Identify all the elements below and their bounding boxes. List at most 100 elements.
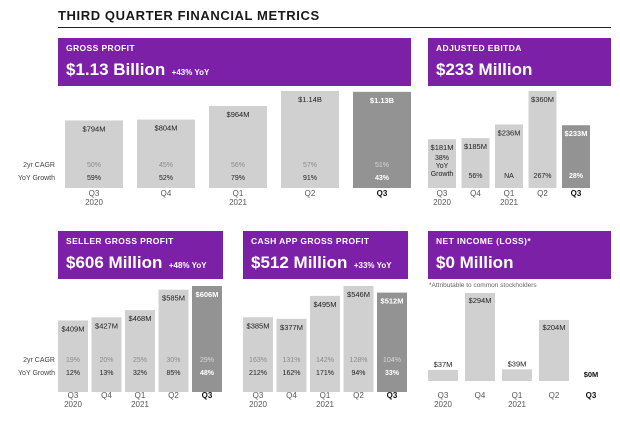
value-label-net_income-0: $37M [434,360,453,369]
cagr-gross_profit-2: 56% [231,162,245,169]
yoy-gross_profit-3: 91% [303,175,317,182]
cagr-seller_gross_profit-1: 20% [99,357,113,364]
row-label-cagr-gross_profit: 2yr CAGR [23,162,55,169]
net-income-label: NET INCOME (LOSS)* [436,236,532,246]
net-income-panel: NET INCOME (LOSS)* $0 Million *Attributa… [428,231,611,414]
bar-cash_app_gross_profit-4 [377,292,407,392]
gross-profit-header: GROSS PROFIT $1.13 Billion +43% YoY [58,38,411,86]
cash-app-gross-profit-header: CASH APP GROSS PROFIT $512 Million +33% … [243,231,408,279]
seller-gross-profit-value: $606 Million [66,253,163,272]
category-label-gross_profit-1: Q4 [161,189,172,198]
gross-profit-panel: GROSS PROFIT $1.13 Billion +43% YoY $794… [18,38,411,216]
bar-gross_profit-2 [209,105,267,188]
cagr-cash_app_gross_profit-3: 128% [350,357,368,364]
row-label-yoy-seller_gross_profit: YoY Growth [18,370,55,377]
category-year-adjusted_ebitda-2: 2021 [500,198,518,207]
page-title: THIRD QUARTER FINANCIAL METRICS [58,8,320,23]
category-label-adjusted_ebitda-0: Q3 [437,189,448,198]
bar-adjusted_ebitda-4 [562,125,590,188]
gross-profit-label: GROSS PROFIT [66,43,136,53]
category-label-cash_app_gross_profit-2: Q1 [320,391,331,400]
bar-adjusted_ebitda-2 [495,124,523,188]
category-year-seller_gross_profit-0: 2020 [64,400,82,409]
row-label-yoy-gross_profit: YoY Growth [18,175,55,182]
value-label-cash_app_gross_profit-3: $546M [347,290,370,299]
value-label-adjusted_ebitda-1: $185M [464,142,487,151]
category-label-seller_gross_profit-3: Q2 [168,391,179,400]
yoy-gross_profit-2: 79% [231,175,245,182]
value-label-adjusted_ebitda-2: $236M [498,128,521,137]
value-label-net_income-2: $39M [508,359,527,368]
yoy-seller_gross_profit-3: 85% [166,370,180,377]
yoy-adjusted_ebitda-3: 267% [534,173,552,180]
value-label-adjusted_ebitda-4: $233M [565,129,588,138]
bar-net_income-1 [465,293,495,381]
value-label-gross_profit-4: $1.13B [370,96,395,105]
cagr-cash_app_gross_profit-1: 131% [283,357,301,364]
cagr-seller_gross_profit-2: 25% [133,357,147,364]
category-label-adjusted_ebitda-4: Q3 [571,189,582,198]
cagr-gross_profit-1: 45% [159,162,173,169]
bar-adjusted_ebitda-0 [428,139,456,188]
cash-app-gross-profit-panel: CASH APP GROSS PROFIT $512 Million +33% … [243,231,408,414]
category-year-adjusted_ebitda-0: 2020 [433,198,451,207]
value-label-cash_app_gross_profit-0: $385M [247,321,270,330]
title-divider [58,27,611,28]
bar-seller_gross_profit-1 [91,317,122,392]
value-label-seller_gross_profit-3: $585M [162,294,185,303]
cagr-gross_profit-3: 57% [303,162,317,169]
gross-profit-yoy: +43% YoY [171,68,210,77]
category-label-net_income-1: Q4 [475,391,486,400]
bar-gross_profit-0 [65,120,123,188]
cash-app-gross-profit-value: $512 Million [251,253,348,272]
adjusted-ebitda-chart: $181M38%YoYGrowthQ32020$185M56%Q4$236MNA… [428,91,590,207]
category-year-seller_gross_profit-2: 2021 [131,400,149,409]
seller-gross-profit-label: SELLER GROSS PROFIT [66,236,174,246]
category-label-net_income-0: Q3 [438,391,449,400]
category-label-cash_app_gross_profit-4: Q3 [387,391,398,400]
cagr-gross_profit-0: 50% [87,162,101,169]
category-year-gross_profit-0: 2020 [85,198,103,207]
category-label-adjusted_ebitda-1: Q4 [470,189,481,198]
cagr-cash_app_gross_profit-2: 142% [316,357,334,364]
net-income-footnote: *Attributable to common stockholders [429,282,537,289]
gross-profit-chart: $794M50%59%Q32020$804M45%52%Q4$964M56%79… [18,91,411,207]
bar-seller_gross_profit-0 [58,320,88,392]
category-label-cash_app_gross_profit-0: Q3 [253,391,264,400]
bar-adjusted_ebitda-3 [528,91,557,188]
yoy-cash_app_gross_profit-4: 33% [385,370,400,377]
bar-gross_profit-4 [353,91,411,188]
yoy-adjusted_ebitda-4: 28% [569,173,584,180]
value-label-adjusted_ebitda-0: $181M [431,143,454,152]
category-year-cash_app_gross_profit-0: 2020 [249,400,267,409]
yoy-seller_gross_profit-2: 32% [133,370,147,377]
value-label-cash_app_gross_profit-2: $495M [314,300,337,309]
category-label-gross_profit-4: Q3 [377,189,388,198]
value-label-net_income-4: $0M [584,370,599,379]
category-label-gross_profit-0: Q3 [89,189,100,198]
bar-cash_app_gross_profit-3 [343,286,374,392]
value-label-net_income-1: $294M [469,296,492,305]
gross-profit-value: $1.13 Billion [66,60,166,79]
net-income-header: NET INCOME (LOSS)* $0 Million [428,231,611,279]
bar-net_income-2 [502,369,532,381]
cagr-cash_app_gross_profit-0: 163% [249,357,267,364]
value-label-gross_profit-3: $1.14B [298,95,322,104]
bar-gross_profit-1 [137,119,195,188]
category-label-cash_app_gross_profit-1: Q4 [286,391,297,400]
yoy-adjusted_ebitda-0-line-2: Growth [431,171,454,178]
cagr-gross_profit-4: 51% [375,162,389,169]
bar-net_income-0 [428,369,458,381]
category-label-seller_gross_profit-2: Q1 [135,391,146,400]
value-label-seller_gross_profit-0: $409M [62,324,85,333]
seller-gross-profit-panel: SELLER GROSS PROFIT $606 Million +48% Yo… [18,231,223,414]
yoy-adjusted_ebitda-0-line-0: 38% [435,155,449,162]
category-label-gross_profit-3: Q2 [305,189,316,198]
adjusted-ebitda-panel: ADJUSTED EBITDA $233 Million $181M 38% YoY… [428,38,611,216]
value-label-cash_app_gross_profit-1: $377M [280,323,303,332]
bar-cash_app_gross_profit-1 [276,318,307,392]
value-label-net_income-3: $204M [543,323,566,332]
bar-adjusted_ebitda-1 [461,138,490,188]
bar-seller_gross_profit-2 [125,310,155,392]
